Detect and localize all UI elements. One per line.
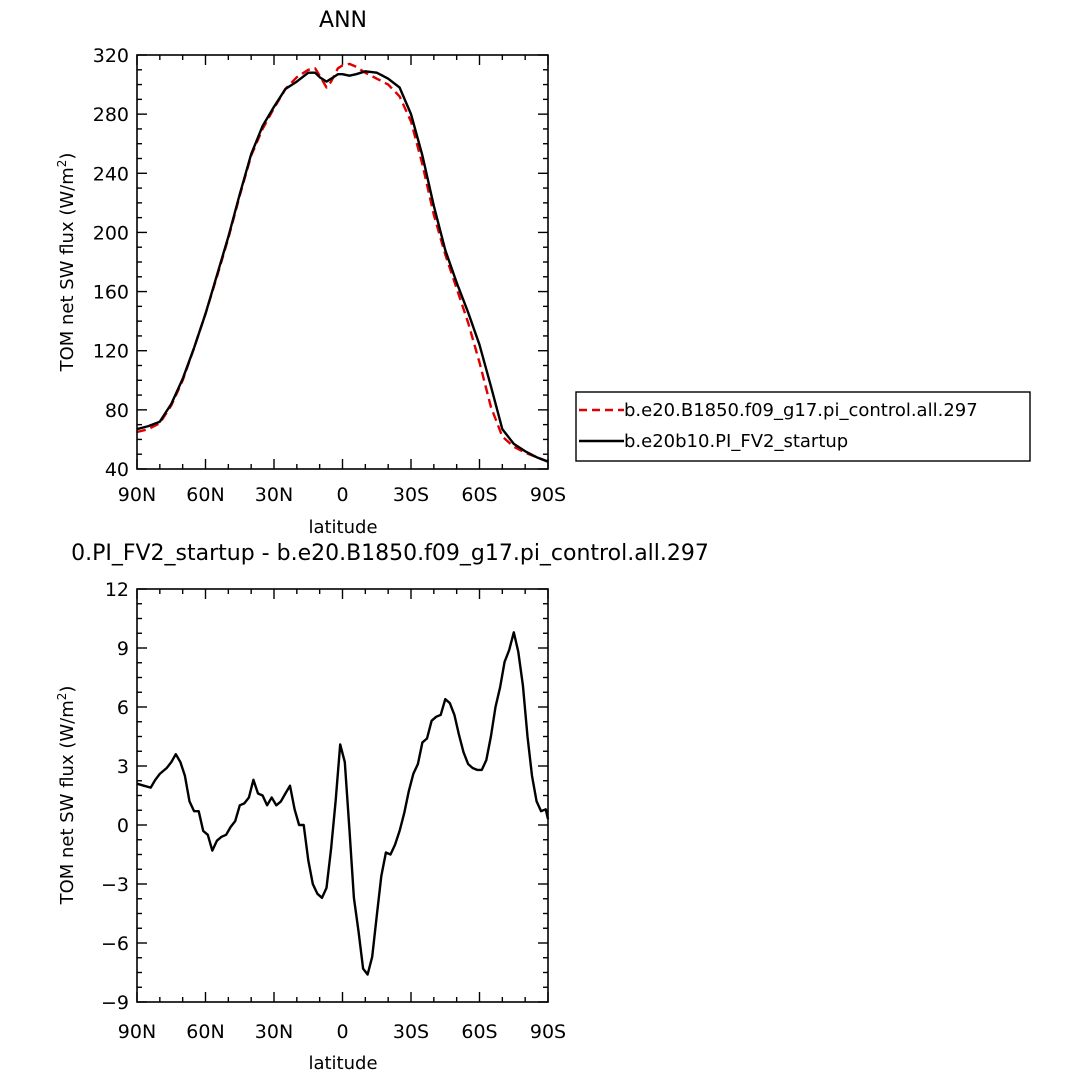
bottom-x-axis-label: latitude bbox=[308, 1053, 377, 1074]
y-tick-label: 120 bbox=[93, 341, 129, 363]
top-series-line-0 bbox=[136, 62, 549, 463]
y-tick-label: 40 bbox=[105, 459, 129, 481]
bottom-chart-title: 0.PI_FV2_startup - b.e20.B1850.f09_g17.p… bbox=[71, 541, 709, 566]
x-tick-label: 90N bbox=[118, 1021, 156, 1043]
top-series-lines bbox=[136, 62, 549, 463]
x-tick-label: 30S bbox=[393, 1021, 429, 1043]
y-tick-label: 9 bbox=[117, 638, 129, 660]
bottom-panel: 0.PI_FV2_startup - b.e20.B1850.f09_g17.p… bbox=[55, 541, 709, 1074]
top-y-axis-label: TOM net SW flux (W/m2) bbox=[55, 153, 78, 373]
y-tick-label: 200 bbox=[93, 222, 129, 244]
y-tick-label: 3 bbox=[117, 756, 129, 778]
legend-label-control: b.e20.B1850.f09_g17.pi_control.all.297 bbox=[624, 400, 978, 421]
bottom-y-axis-label: TOM net SW flux (W/m2) bbox=[55, 686, 78, 906]
y-tick-label: −9 bbox=[101, 992, 129, 1014]
top-panel: ANN 90N 60N 30N 0 30S 60S 90S 4080120160200240… bbox=[55, 8, 1031, 538]
y-tick-label: 240 bbox=[93, 163, 129, 185]
y-tick-label: −3 bbox=[101, 874, 129, 896]
y-tick-label: 280 bbox=[93, 104, 129, 126]
y-tick-label: 160 bbox=[93, 282, 129, 304]
x-tick-label: 90S bbox=[530, 1021, 566, 1043]
bottom-series-line-0 bbox=[136, 631, 550, 976]
superscript-two: 2 bbox=[55, 693, 69, 701]
legend: b.e20.B1850.f09_g17.pi_control.all.297 b… bbox=[575, 391, 1031, 462]
bottom-y-ticks: −9 −6 −3 0 3 6 9 12 bbox=[101, 579, 548, 1014]
bottom-x-ticks: 90N 60N 30N 0 30S 60S 90S bbox=[118, 589, 566, 1043]
x-tick-label: 90N bbox=[118, 484, 156, 506]
y-tick-label: 80 bbox=[105, 400, 129, 422]
x-tick-label: 60S bbox=[461, 484, 497, 506]
x-tick-label: 0 bbox=[336, 1021, 348, 1043]
bottom-series-lines bbox=[136, 631, 550, 976]
bottom-plot-frame bbox=[136, 588, 549, 1003]
top-x-ticks: 90N 60N 30N 0 30S 60S 90S bbox=[118, 55, 566, 506]
x-tick-label: 30S bbox=[393, 484, 429, 506]
superscript-two: 2 bbox=[55, 160, 69, 168]
x-tick-label: 90S bbox=[530, 484, 566, 506]
top-y-ticks: 40 80 120 160 200 240 280 320 bbox=[93, 45, 548, 481]
legend-label-startup: b.e20b10.PI_FV2_startup bbox=[624, 431, 848, 452]
y-tick-label: 6 bbox=[117, 697, 129, 719]
x-tick-label: 0 bbox=[336, 484, 348, 506]
y-tick-label: 0 bbox=[117, 815, 129, 837]
x-tick-label: 30N bbox=[255, 484, 293, 506]
legend-box bbox=[575, 391, 1031, 462]
top-series-line-1 bbox=[136, 70, 549, 463]
top-x-axis-label: latitude bbox=[308, 517, 377, 538]
y-tick-label: −6 bbox=[101, 933, 129, 955]
y-tick-label: 320 bbox=[93, 45, 129, 67]
x-tick-label: 60N bbox=[186, 1021, 224, 1043]
unit-close-paren: ) bbox=[57, 153, 78, 160]
x-tick-label: 60N bbox=[186, 484, 224, 506]
unit-close-paren: ) bbox=[57, 686, 78, 693]
x-tick-label: 30N bbox=[255, 1021, 293, 1043]
top-chart-title: ANN bbox=[319, 8, 367, 33]
top-plot-frame bbox=[136, 54, 549, 470]
y-tick-label: 12 bbox=[105, 579, 129, 601]
x-tick-label: 60S bbox=[461, 1021, 497, 1043]
